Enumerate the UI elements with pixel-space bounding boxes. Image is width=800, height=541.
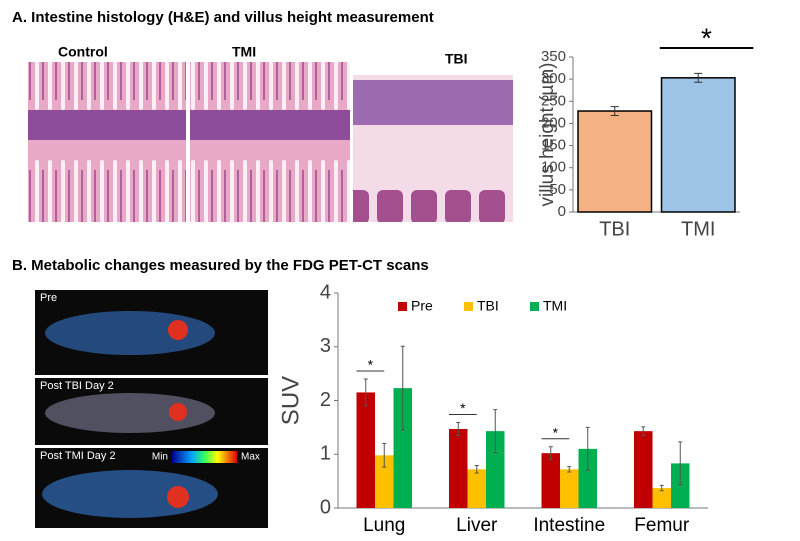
significance-label: * (460, 400, 466, 416)
image-label: TBI (445, 51, 468, 67)
image-label: Pre (40, 292, 57, 304)
colorbar-label: Max (241, 452, 260, 463)
y-tick-label: 350 (541, 48, 566, 65)
error-bar (400, 345, 405, 431)
y-tick-label: 1 (320, 443, 331, 465)
y-tick-label: 2 (320, 389, 331, 411)
x-tick-label: Intestine (533, 515, 605, 536)
bar (541, 453, 560, 508)
y-axis-label: SUV (277, 376, 304, 425)
x-tick-label: Liver (456, 515, 498, 536)
error-bar (474, 465, 479, 474)
error-bar (641, 426, 646, 436)
x-tick-label: TBI (599, 218, 630, 240)
error-bar (493, 409, 498, 454)
legend-label: TBI (477, 298, 499, 314)
y-tick-label: 3 (320, 335, 331, 357)
bar (560, 469, 579, 508)
significance-label: * (701, 22, 712, 53)
y-tick-label: 4 (320, 281, 331, 303)
pet-images (35, 290, 268, 528)
significance-label: * (553, 424, 559, 440)
error-bar (548, 446, 553, 461)
y-tick-label: 250 (541, 92, 566, 109)
x-tick-label: Lung (363, 515, 405, 536)
image-label: Control (58, 44, 108, 60)
legend-label: TMI (543, 298, 567, 314)
histology-image (28, 62, 186, 222)
legend-swatch (398, 302, 407, 311)
bar (467, 469, 486, 508)
significance-label: * (368, 357, 374, 373)
legend-swatch (464, 302, 473, 311)
bar (375, 455, 394, 508)
error-bar (659, 484, 664, 492)
legend-label: Pre (411, 298, 433, 314)
bar (578, 448, 597, 508)
y-tick-label: 0 (320, 496, 331, 518)
y-tick-label: 50 (549, 181, 566, 198)
error-bar (456, 422, 461, 436)
colorbar-label: Min (152, 452, 168, 463)
bar (577, 110, 653, 213)
error-bar (610, 106, 619, 116)
bar (393, 388, 412, 508)
bar (356, 392, 375, 508)
bar (634, 431, 653, 508)
x-tick-label: TMI (681, 218, 715, 240)
error-bar (363, 378, 368, 407)
panel-title: A. Intestine histology (H&E) and villus … (12, 9, 434, 26)
legend-swatch (530, 302, 539, 311)
error-bar (567, 466, 572, 473)
error-bar (585, 426, 590, 471)
y-tick-label: 200 (541, 114, 566, 131)
bar (652, 488, 671, 508)
error-bar (678, 441, 683, 486)
bar (660, 77, 736, 213)
histology-image (353, 75, 513, 222)
x-tick-label: Femur (634, 515, 690, 536)
bar (486, 431, 505, 508)
bar (671, 463, 690, 508)
image-label: TMI (232, 44, 256, 60)
y-tick-label: 150 (541, 137, 566, 154)
error-bar (382, 443, 387, 468)
y-tick-label: 100 (541, 159, 566, 176)
image-label: Post TMI Day 2 (40, 450, 116, 462)
y-axis-label: villus height (µm) (537, 63, 558, 207)
panel-title: B. Metabolic changes measured by the FDG… (12, 257, 429, 274)
image-label: Post TBI Day 2 (40, 380, 114, 392)
y-tick-label: 300 (541, 70, 566, 87)
histology-image (190, 62, 350, 222)
y-tick-label: 0 (558, 203, 566, 220)
error-bar (694, 72, 703, 83)
bar (449, 428, 468, 508)
